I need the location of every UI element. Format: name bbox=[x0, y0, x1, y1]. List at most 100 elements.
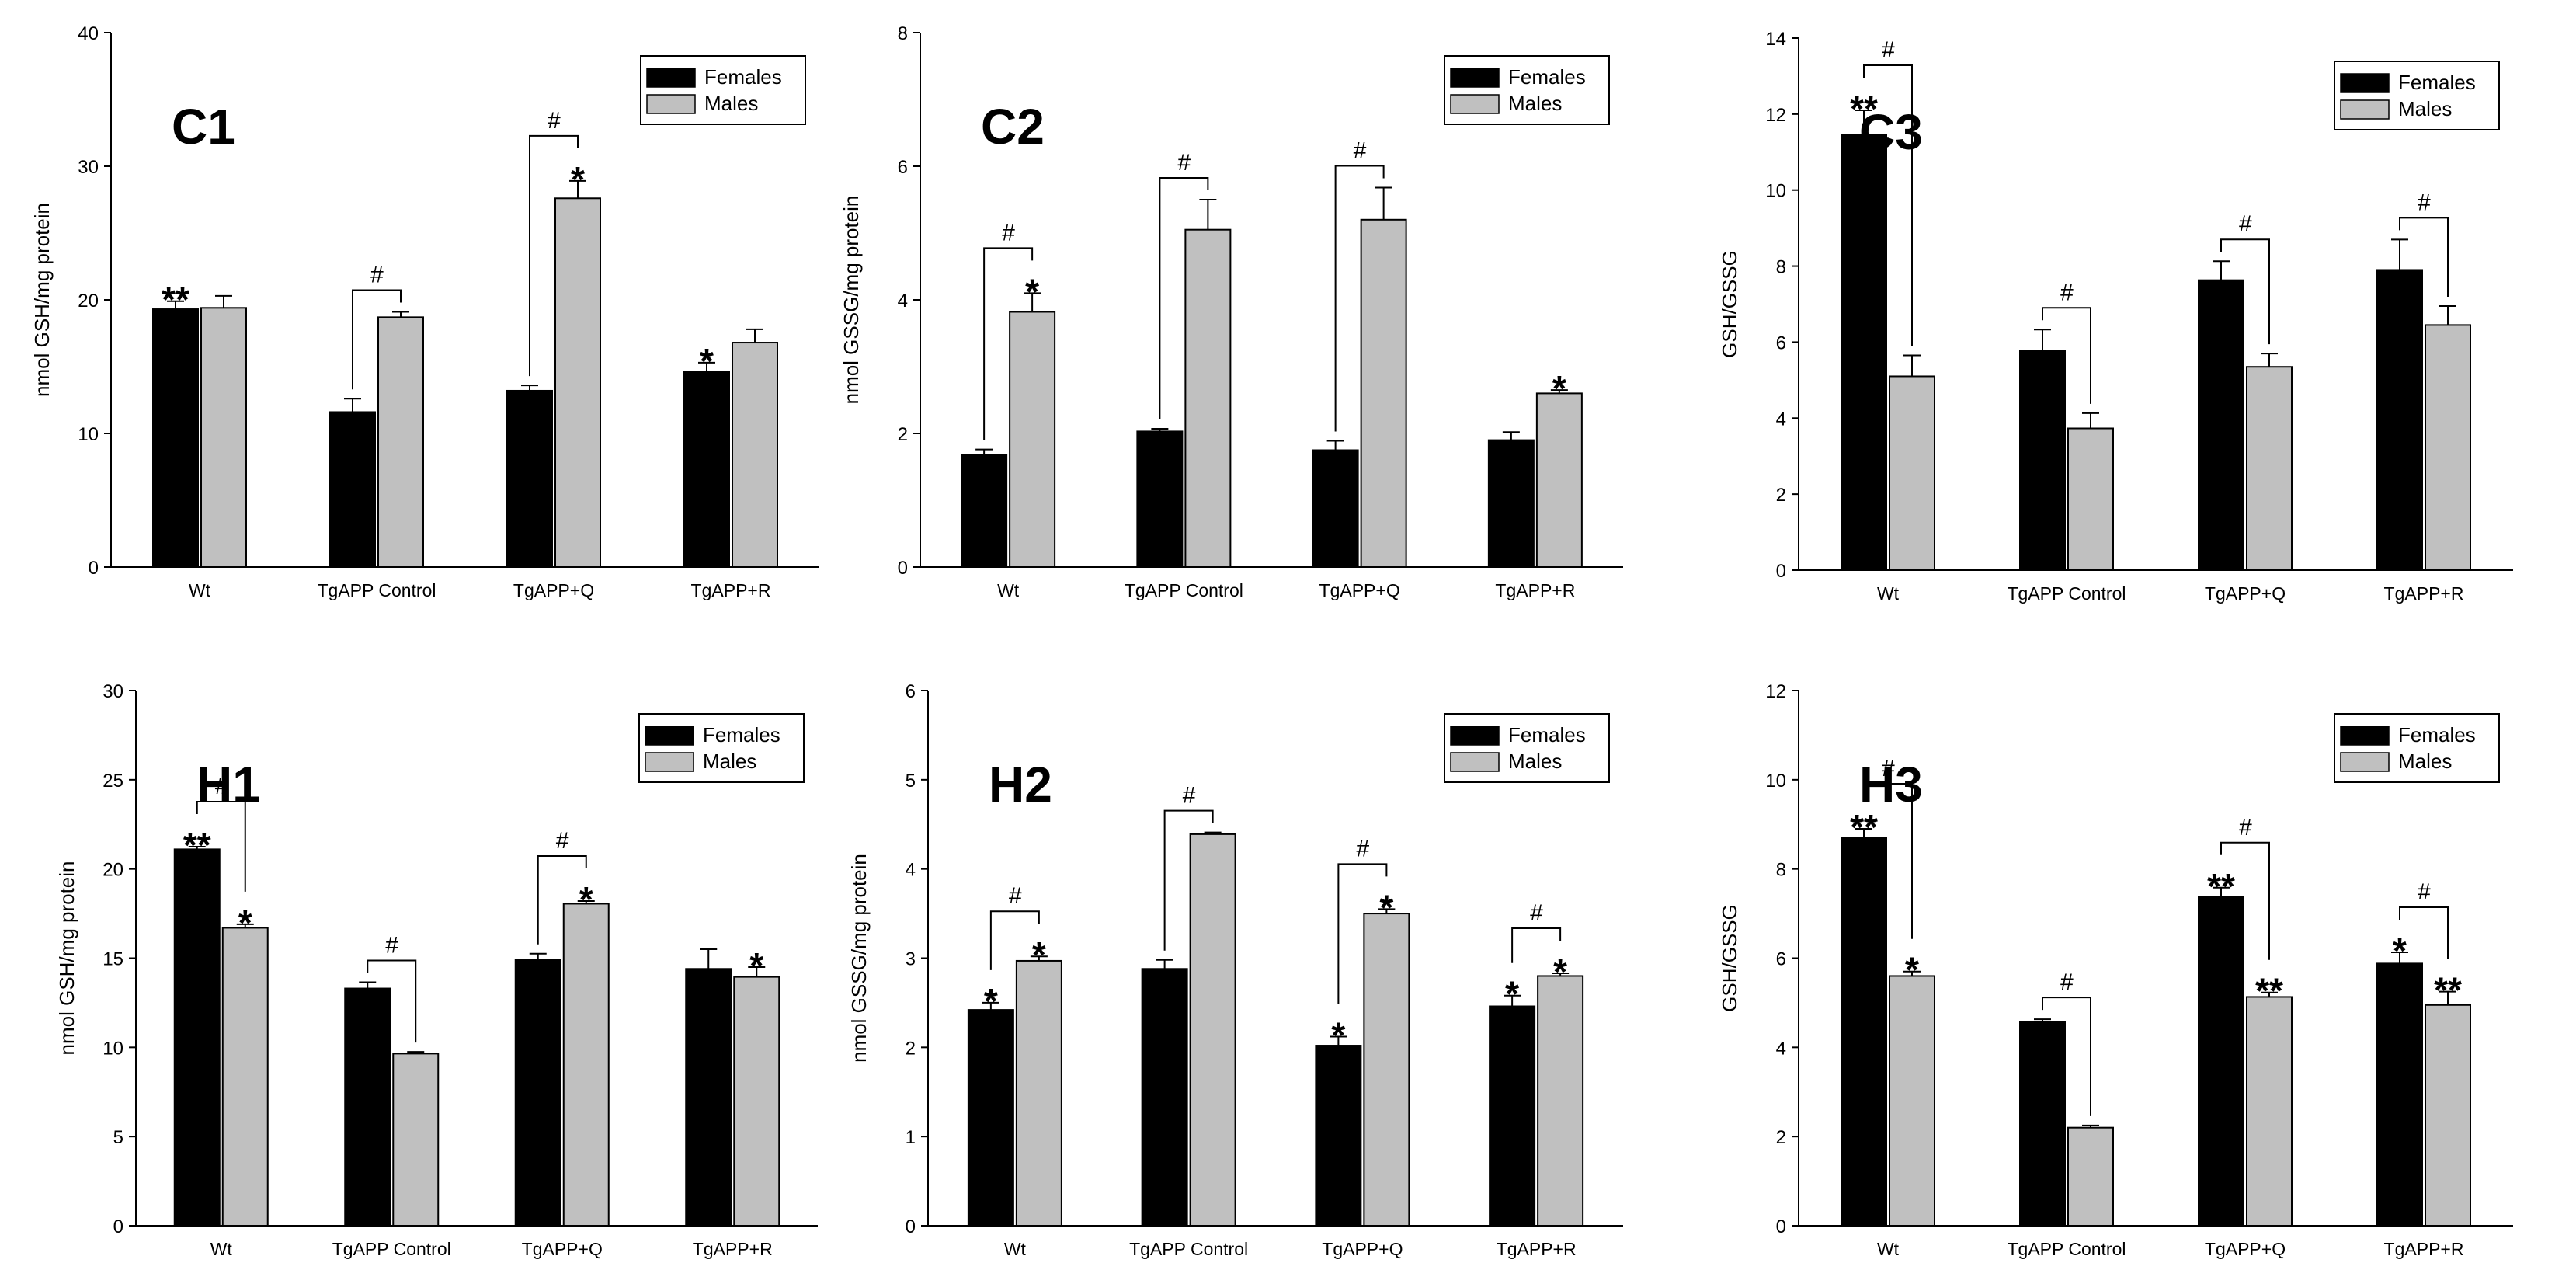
legend-label-males: Males bbox=[2398, 750, 2452, 773]
legend-swatch-males bbox=[1450, 94, 1500, 114]
panel-label: H3 bbox=[1859, 757, 1923, 813]
x-tick-label: TgAPP+Q bbox=[2205, 1239, 2286, 1259]
bar-females bbox=[1141, 968, 1188, 1227]
significance-bracket bbox=[1159, 177, 1209, 419]
bracket-label: # bbox=[1530, 900, 1543, 926]
legend: Females Males bbox=[638, 713, 805, 783]
bar-males bbox=[1009, 311, 1056, 568]
y-tick-label: 4 bbox=[898, 291, 908, 311]
y-tick-label: 8 bbox=[1776, 257, 1786, 278]
panel-label: C3 bbox=[1859, 104, 1923, 160]
significance-mark: * bbox=[1505, 974, 1519, 1014]
significance-bracket bbox=[196, 800, 246, 892]
y-tick-label: 6 bbox=[898, 157, 908, 178]
x-tick-label: TgAPP+R bbox=[691, 580, 771, 600]
bar-males bbox=[554, 197, 601, 568]
panel-label: C2 bbox=[981, 99, 1045, 155]
panel-label: H1 bbox=[196, 757, 260, 813]
y-tick-label: 1 bbox=[906, 1127, 916, 1148]
bar-females bbox=[961, 454, 1008, 569]
y-tick-label: 4 bbox=[1776, 409, 1786, 430]
significance-mark: * bbox=[1379, 887, 1393, 927]
x-tick-label: TgAPP+Q bbox=[1322, 1239, 1403, 1259]
bracket-label: # bbox=[555, 828, 568, 854]
significance-bracket bbox=[537, 855, 587, 945]
bar-males bbox=[1889, 975, 1935, 1227]
legend-swatch-females bbox=[1450, 726, 1500, 746]
bar-females bbox=[329, 411, 376, 568]
x-tick-label: TgAPP+Q bbox=[2205, 583, 2286, 604]
y-tick-label: 40 bbox=[78, 23, 99, 44]
legend-swatch-females bbox=[646, 68, 696, 88]
x-tick-label: TgAPP+R bbox=[2384, 583, 2464, 604]
significance-mark: * bbox=[1331, 1015, 1345, 1056]
significance-bracket bbox=[2399, 217, 2449, 297]
bracket-label: # bbox=[548, 108, 561, 134]
bracket-label: # bbox=[1009, 883, 1022, 909]
x-tick-label: TgAPP+R bbox=[1495, 580, 1575, 600]
bar-females bbox=[1312, 449, 1359, 568]
significance-bracket bbox=[367, 959, 417, 1043]
bar-males bbox=[2425, 324, 2471, 571]
x-tick-label: TgAPP+R bbox=[693, 1239, 773, 1259]
y-tick-label: 0 bbox=[906, 1216, 916, 1237]
x-tick-label: Wt bbox=[1877, 1239, 1900, 1259]
legend: Females Males bbox=[1444, 713, 1610, 783]
bar-males bbox=[1535, 392, 1583, 568]
significance-mark: ** bbox=[2255, 971, 2283, 1011]
x-tick-label: Wt bbox=[1877, 583, 1900, 604]
significance-bracket bbox=[1511, 927, 1562, 963]
bar-females bbox=[2019, 1021, 2066, 1227]
bar-males bbox=[732, 342, 778, 568]
y-tick-label: 2 bbox=[898, 424, 908, 445]
bar-females bbox=[173, 848, 221, 1227]
y-tick-label: 25 bbox=[103, 771, 123, 792]
bracket-label: # bbox=[1882, 37, 1895, 63]
x-tick-label: TgAPP Control bbox=[1129, 1239, 1248, 1259]
y-tick-label: 3 bbox=[906, 949, 916, 970]
x-tick-label: TgAPP+R bbox=[1497, 1239, 1577, 1259]
legend-swatch-males bbox=[646, 94, 696, 114]
y-tick-label: 20 bbox=[103, 860, 123, 881]
significance-mark: ** bbox=[2207, 866, 2235, 906]
significance-mark: * bbox=[1553, 952, 1567, 992]
y-tick-label: 10 bbox=[1765, 181, 1786, 202]
bar-females bbox=[685, 968, 732, 1227]
y-axis-title: nmol GSSG/mg protein bbox=[847, 854, 871, 1063]
bar-females bbox=[1136, 430, 1184, 568]
x-tick-label: TgAPP Control bbox=[318, 580, 436, 600]
legend-label-females: Females bbox=[703, 723, 780, 746]
y-tick-label: 10 bbox=[103, 1038, 123, 1059]
bar-females bbox=[152, 308, 199, 568]
legend-label-males: Males bbox=[704, 92, 758, 115]
bar-males bbox=[2067, 1126, 2114, 1227]
x-tick-label: TgAPP+R bbox=[2384, 1239, 2464, 1259]
significance-mark: * bbox=[2393, 931, 2407, 971]
y-tick-label: 0 bbox=[113, 1216, 123, 1237]
y-axis-title: nmol GSH/mg protein bbox=[30, 203, 54, 397]
x-tick-label: TgAPP+Q bbox=[513, 580, 594, 600]
significance-mark: * bbox=[984, 981, 998, 1021]
legend-swatch-males bbox=[2340, 99, 2390, 120]
legend-swatch-males bbox=[2340, 752, 2390, 772]
significance-mark: * bbox=[571, 159, 585, 200]
x-tick-label: Wt bbox=[1004, 1239, 1027, 1259]
bar-males bbox=[1363, 913, 1410, 1227]
bar-males bbox=[1360, 218, 1407, 568]
bar-males bbox=[392, 1053, 440, 1227]
bar-females bbox=[344, 987, 391, 1227]
legend: Females Males bbox=[2334, 713, 2500, 783]
bar-males bbox=[2067, 427, 2114, 571]
y-tick-label: 4 bbox=[1776, 1038, 1786, 1059]
bar-males bbox=[1889, 375, 1935, 572]
y-tick-label: 4 bbox=[906, 860, 916, 881]
bracket-label: # bbox=[1177, 150, 1191, 176]
bar-males bbox=[221, 927, 269, 1227]
x-tick-label: TgAPP Control bbox=[2008, 1239, 2126, 1259]
significance-bracket bbox=[2042, 997, 2091, 1116]
bar-females bbox=[2198, 896, 2244, 1227]
significance-bracket bbox=[2042, 307, 2091, 404]
y-tick-label: 20 bbox=[78, 291, 99, 311]
significance-bracket bbox=[2220, 238, 2270, 345]
y-tick-label: 2 bbox=[1776, 485, 1786, 506]
